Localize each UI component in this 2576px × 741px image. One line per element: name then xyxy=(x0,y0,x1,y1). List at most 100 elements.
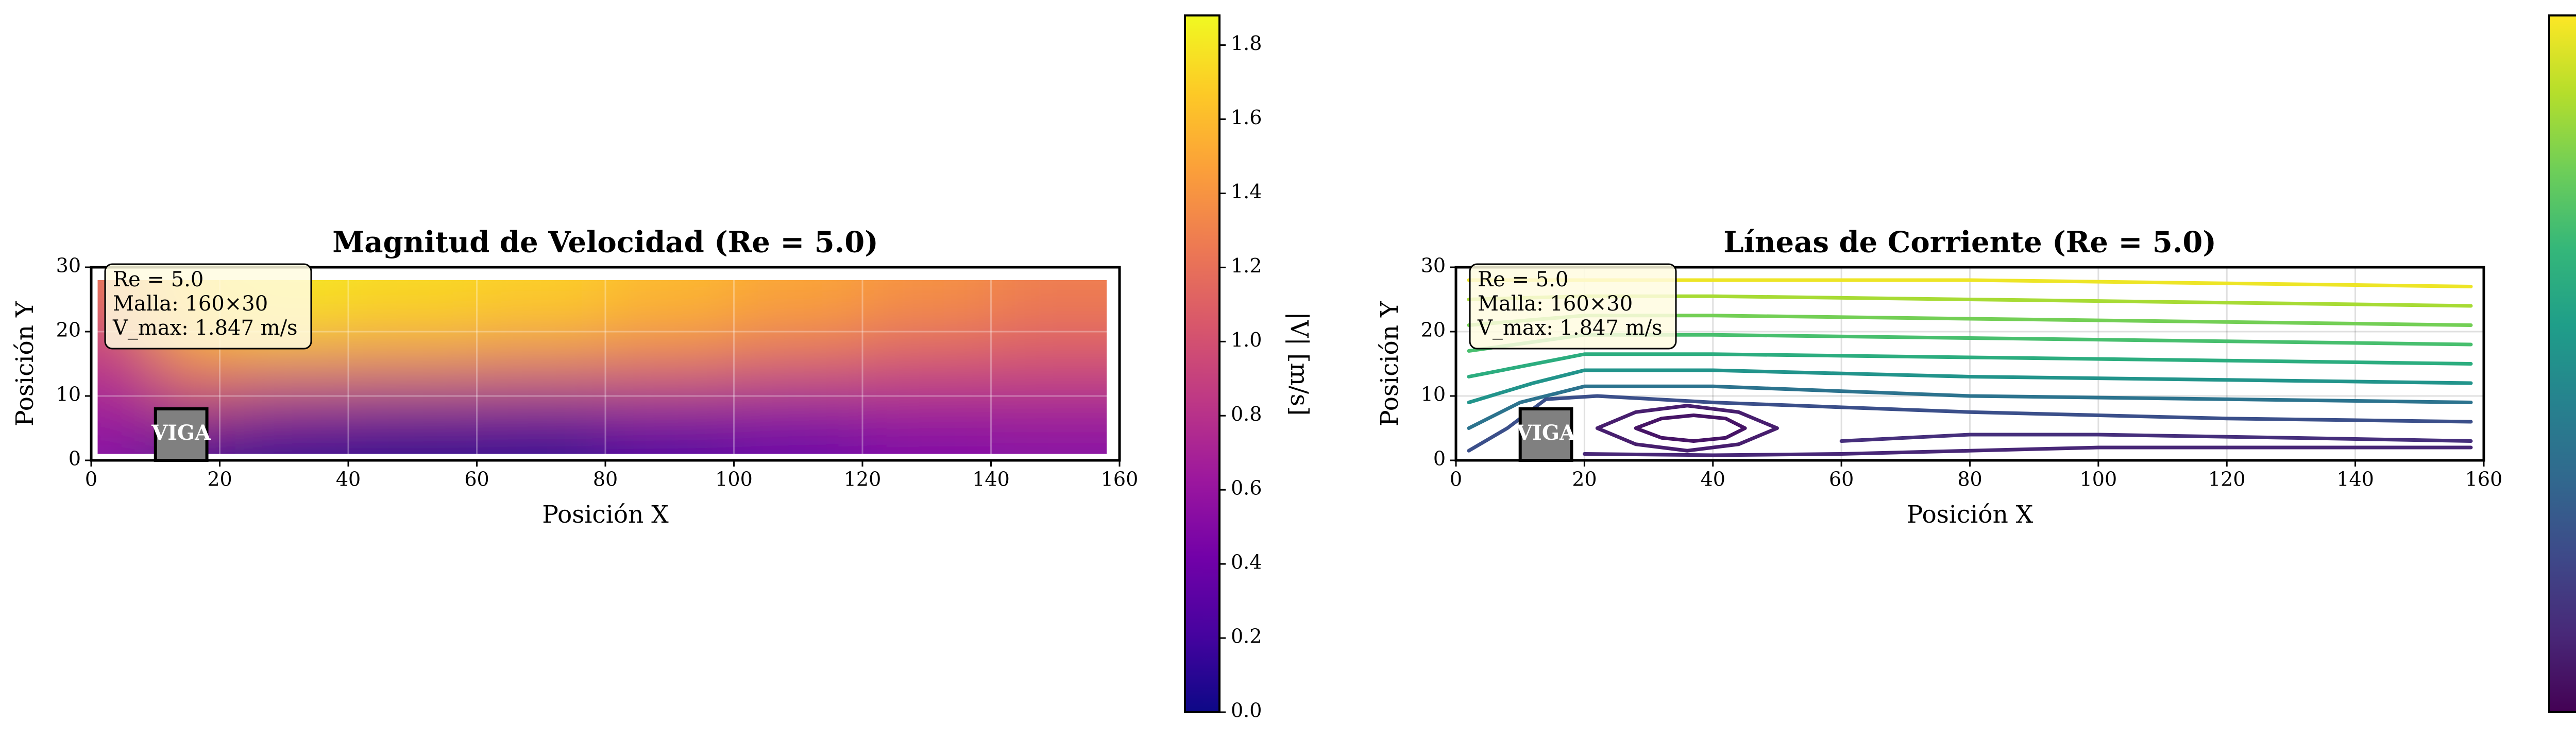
heatmap-cell xyxy=(734,383,863,422)
colorbar-tick-label: 1.8 xyxy=(1231,32,1262,55)
heatmap-cell xyxy=(605,422,735,454)
heatmap-cell xyxy=(991,280,1107,310)
heatmap-cell xyxy=(734,309,863,345)
heatmap-cell xyxy=(348,344,478,384)
x-tick-label: 0 xyxy=(1450,468,1462,491)
streamline xyxy=(1595,404,1779,453)
x-tick-label: 100 xyxy=(2080,468,2117,491)
heatmap-cell xyxy=(348,309,478,345)
x-tick-label: 100 xyxy=(715,468,753,491)
x-tick-label: 60 xyxy=(1829,468,1854,491)
annotation-text: Malla: 160×30 xyxy=(113,292,268,316)
annotation-text: V_max: 1.847 m/s xyxy=(1477,316,1663,340)
heatmap-cell xyxy=(605,344,735,384)
beam-label: VIGA xyxy=(151,421,211,445)
colorbar xyxy=(1184,14,1221,713)
heatmap-cell xyxy=(97,383,156,422)
heatmap-cell xyxy=(477,344,606,384)
heatmap-cell xyxy=(734,280,863,310)
heatmap-cell xyxy=(862,344,992,384)
colorbar-tick-label: 0.4 xyxy=(1231,551,1262,574)
heatmap-cell xyxy=(348,383,478,422)
heatmap-cell xyxy=(348,280,478,310)
x-tick-label: 0 xyxy=(85,468,97,491)
subplot: VIGA 0 20 40 60 80 100 120 140 160 0 10 20 30 Líneas d… xyxy=(1376,14,2576,713)
x-tick-label: 140 xyxy=(972,468,1010,491)
heatmap-cell xyxy=(991,344,1107,384)
heatmap-cell xyxy=(97,344,156,384)
y-tick-label: 10 xyxy=(1421,383,1446,406)
heatmap-cell xyxy=(605,309,735,345)
x-tick-label: 140 xyxy=(2336,468,2374,491)
x-tick-label: 80 xyxy=(593,468,618,491)
heatmap-cell xyxy=(862,280,992,310)
x-tick-label: 40 xyxy=(1701,468,1725,491)
chart-title: Líneas de Corriente (Re = 5.0) xyxy=(1723,226,2216,260)
colorbar-tick-label: 0.8 xyxy=(1231,403,1262,425)
beam xyxy=(1518,407,1573,462)
colorbar-tick-label: 0.0 xyxy=(1231,699,1262,722)
streamline xyxy=(1467,394,2473,453)
colorbar-tick-label: 1.2 xyxy=(1231,254,1262,277)
streamline xyxy=(1582,445,2473,457)
x-tick-label: 160 xyxy=(2465,468,2503,491)
y-tick-label: 30 xyxy=(56,254,81,277)
colorbar-tick-label: 0.2 xyxy=(1231,625,1262,648)
streamline xyxy=(1467,384,2473,430)
colorbar-label: |V| [m/s] xyxy=(1285,312,1313,416)
x-axis-label: Posición X xyxy=(542,501,669,529)
streamline xyxy=(1634,413,1747,443)
x-tick-label: 60 xyxy=(464,468,489,491)
x-tick-label: 80 xyxy=(1957,468,1982,491)
heatmap-cell xyxy=(477,383,606,422)
y-tick-label: 10 xyxy=(56,383,81,406)
x-tick-label: 160 xyxy=(1101,468,1139,491)
y-tick-label: 0 xyxy=(1433,447,1446,470)
heatmap-cell xyxy=(348,422,478,454)
streamline xyxy=(1467,368,2473,404)
x-tick-label: 20 xyxy=(207,468,232,491)
y-tick-label: 20 xyxy=(1421,319,1446,341)
x-tick-label: 120 xyxy=(2208,468,2246,491)
chart-title: Magnitud de Velocidad (Re = 5.0) xyxy=(332,226,878,260)
colorbar-tick-label: 0.6 xyxy=(1231,477,1262,499)
x-tick-label: 120 xyxy=(844,468,882,491)
streamline xyxy=(1467,352,2473,378)
x-tick-label: 20 xyxy=(1572,468,1597,491)
x-tick-label: 40 xyxy=(336,468,361,491)
annotation-box xyxy=(1469,263,1677,350)
colorbar-tick-label: 1.4 xyxy=(1231,180,1262,203)
annotation-text: V_max: 1.847 m/s xyxy=(112,316,298,340)
heatmap-cell xyxy=(235,344,349,384)
x-axis-label: Posición X xyxy=(1907,501,2033,529)
y-axis-label: Posición Y xyxy=(1376,301,1404,426)
heatmap-cell xyxy=(477,280,606,310)
heatmap-cell xyxy=(477,422,606,454)
heatmap-cell xyxy=(605,383,735,422)
annotation-box xyxy=(104,263,312,350)
heatmap-cell xyxy=(734,344,863,384)
heatmap-cell xyxy=(734,422,863,454)
heatmap-cell xyxy=(991,383,1107,422)
heatmap-cell xyxy=(862,422,992,454)
annotation-text: Malla: 160×30 xyxy=(1478,292,1633,316)
streamline xyxy=(1839,433,2473,443)
subplot: VIGA 0 20 40 60 80 100 120 140 160 0 10 20 30 Magnitud… xyxy=(11,14,1313,722)
y-tick-label: 30 xyxy=(1421,254,1446,277)
heatmap-cell xyxy=(991,309,1107,345)
colorbar-tick-label: 1.0 xyxy=(1231,329,1262,351)
heatmap-cell xyxy=(97,422,156,454)
annotation-text: Re = 5.0 xyxy=(1478,268,1568,291)
colorbar-tick-label: 1.6 xyxy=(1231,106,1262,129)
heatmap-cell xyxy=(862,383,992,422)
y-tick-label: 0 xyxy=(69,447,81,470)
heatmap-cell xyxy=(991,422,1107,454)
beam-label: VIGA xyxy=(1516,421,1576,445)
heatmap-cell xyxy=(235,383,349,422)
annotation-text: Re = 5.0 xyxy=(113,268,204,291)
heatmap-cell xyxy=(605,280,735,310)
heatmap-cell xyxy=(862,309,992,345)
heatmap-cell xyxy=(235,422,349,454)
colorbar xyxy=(2548,14,2576,713)
y-axis-label: Posición Y xyxy=(11,301,39,426)
